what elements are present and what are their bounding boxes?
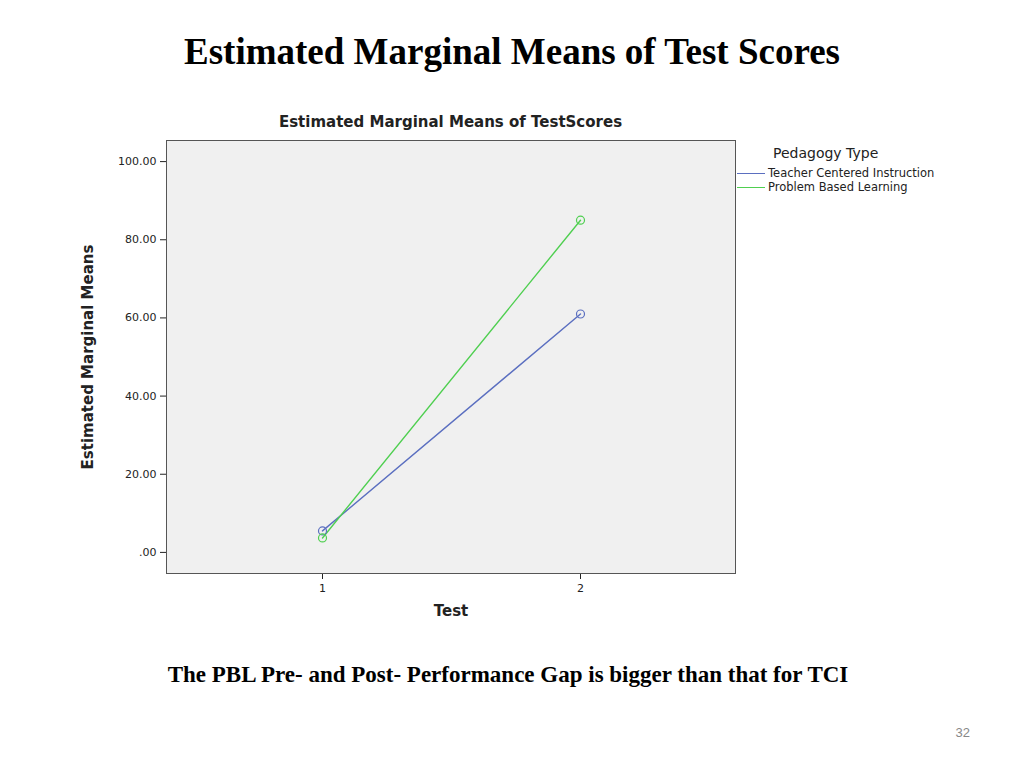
- svg-text:1: 1: [319, 582, 326, 595]
- svg-text:100.00: 100.00: [118, 155, 157, 168]
- svg-text:Test: Test: [434, 602, 469, 620]
- svg-text:2: 2: [577, 582, 584, 595]
- svg-text:40.00: 40.00: [125, 390, 157, 403]
- html-text:32: 32: [955, 725, 970, 740]
- html-text:The PBL Pre- and Post- Perform: The PBL Pre- and Post- Performance Gap i…: [167, 662, 849, 687]
- html-text:Teacher Centered Instruction: Teacher Centered Instruction: [768, 166, 935, 180]
- svg-text:20.00: 20.00: [125, 468, 157, 481]
- html-text:Estimated Marginal Means of Te: Estimated Marginal Means of Test Scores: [184, 31, 840, 72]
- html-text:Pedagogy Type: Pedagogy Type: [773, 145, 879, 161]
- html-text:Problem Based Learning: Problem Based Learning: [768, 180, 908, 194]
- svg-text:80.00: 80.00: [125, 233, 157, 246]
- svg-text:60.00: 60.00: [125, 311, 157, 324]
- html-text:Estimated Marginal Means of Te: Estimated Marginal Means of TestScores: [278, 113, 623, 131]
- svg-text:Estimated Marginal Means: Estimated Marginal Means: [79, 245, 97, 470]
- svg-text:.00: .00: [139, 546, 157, 559]
